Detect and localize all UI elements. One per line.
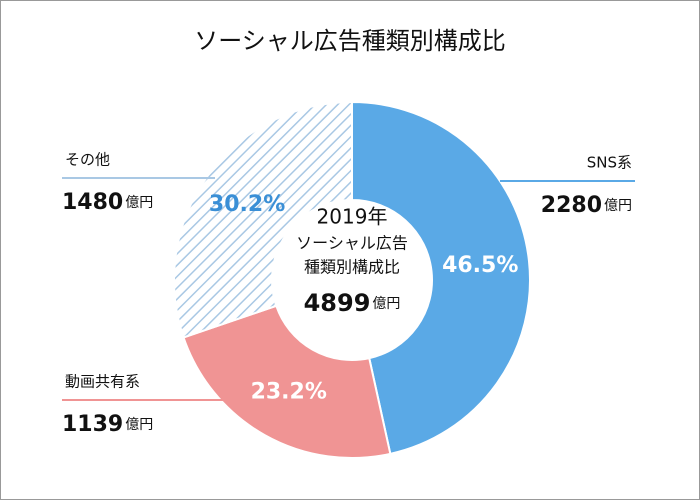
legend-label: 動画共有系 — [65, 373, 140, 391]
center-text: 種類別構成比 — [304, 258, 400, 277]
chart-title: ソーシャル広告種類別構成比 — [194, 27, 506, 55]
amount-value: 1480 — [62, 190, 123, 215]
amount-unit: 億円 — [125, 195, 153, 211]
amount-unit: 億円 — [604, 198, 632, 214]
value-label: 23.2% — [251, 379, 327, 404]
legend-label: その他 — [65, 151, 110, 169]
legend-label: SNS系 — [587, 154, 632, 172]
donut-segment — [182, 304, 392, 459]
amount-value: 2280 — [541, 193, 602, 218]
value-label: 30.2% — [209, 192, 285, 217]
donut-segment — [173, 100, 353, 339]
total-value: 4899 — [304, 289, 371, 317]
amount-label: 1480 億円 — [62, 190, 153, 215]
amount-unit: 億円 — [125, 417, 153, 433]
value-label: 46.5% — [442, 253, 518, 278]
center-text: 2019年 — [317, 205, 388, 229]
donut-segment — [351, 100, 531, 456]
amount-label: 1139 億円 — [62, 412, 153, 437]
amount-value: 1139 — [62, 412, 123, 437]
donut-hole — [273, 201, 431, 359]
center-total: 4899 億円 — [304, 289, 401, 317]
amount-label: 2280 億円 — [541, 193, 632, 218]
total-unit: 億円 — [372, 296, 400, 312]
center-text: ソーシャル広告 — [296, 234, 408, 253]
